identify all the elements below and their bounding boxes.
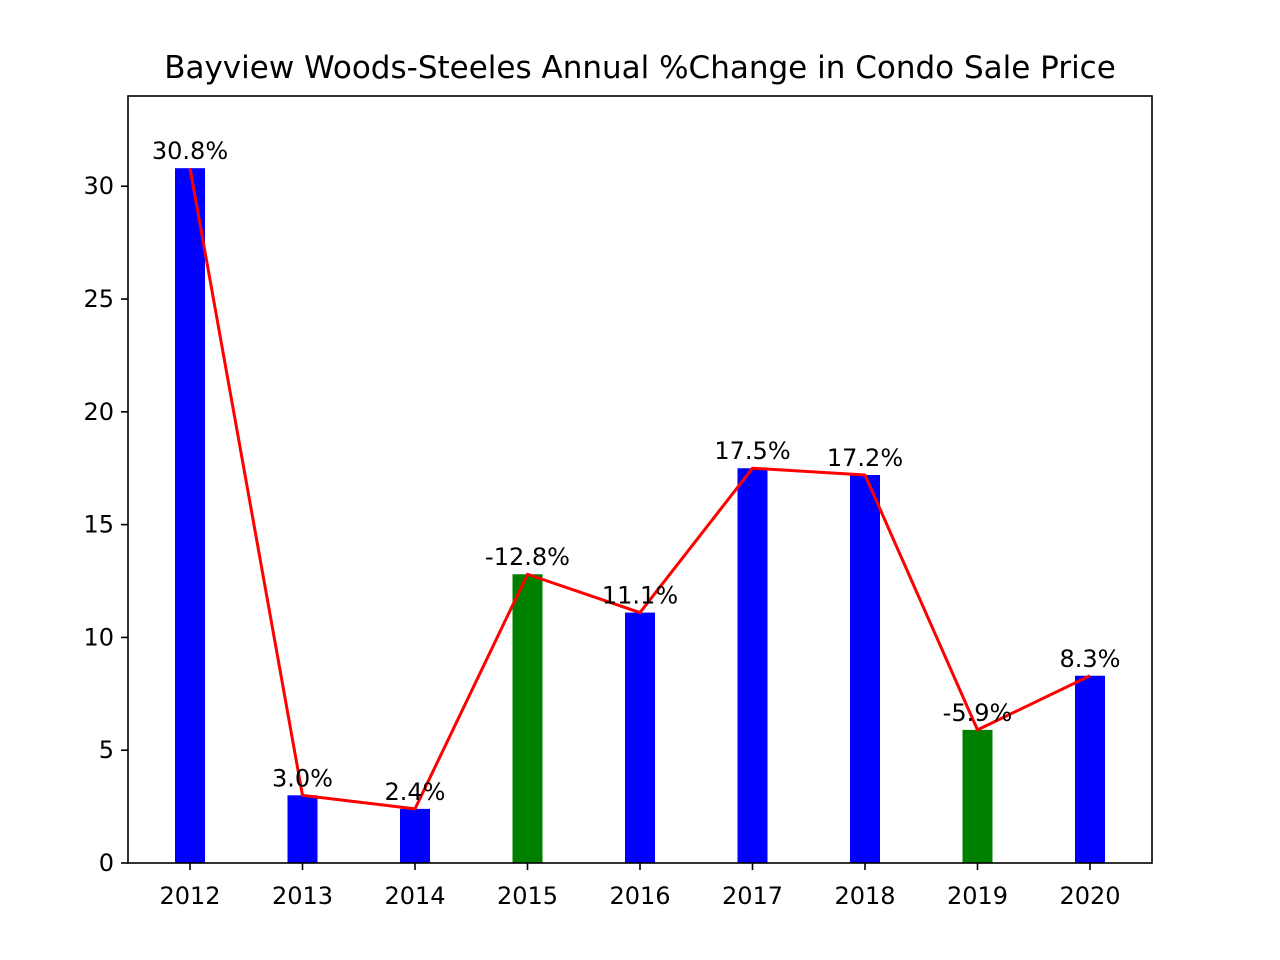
bar-2014 (400, 808, 430, 863)
data-label-2014: 2.4% (385, 778, 446, 806)
trend-line (188, 167, 1091, 811)
y-tick-label: 25 (83, 285, 114, 313)
trend-line-layer (188, 167, 1091, 811)
bar-2013 (287, 795, 318, 863)
y-tick-label: 5 (99, 736, 114, 764)
x-tick-label: 2016 (609, 882, 670, 910)
bar-2017 (737, 468, 768, 863)
x-tick-label: 2014 (384, 882, 445, 910)
bar-2012 (175, 168, 205, 863)
x-tick-label: 2012 (159, 882, 220, 910)
bar-2015 (512, 574, 543, 863)
bars-layer (175, 168, 1105, 863)
y-tick-label: 10 (83, 623, 114, 651)
data-label-2016: 11.1% (602, 582, 678, 610)
x-tick-label: 2018 (834, 882, 895, 910)
data-labels-layer: 30.8% 3.0% 2.4% -12.8% 11.1% 17.5% 17.2% -5.9% 8… (152, 137, 1121, 806)
data-label-2019: -5.9% (943, 699, 1013, 727)
bar-2020 (1075, 675, 1105, 863)
data-label-2013: 3.0% (272, 764, 333, 792)
data-label-2020: 8.3% (1060, 645, 1121, 673)
y-tick-label: 30 (83, 172, 114, 200)
x-axis: 2012 2013 2014 2015 2016 2017 2018 2019 2020 (159, 863, 1121, 910)
data-label-2012: 30.8% (152, 137, 228, 165)
data-label-2015: -12.8% (485, 543, 570, 571)
y-axis: 0 5 10 15 20 25 30 (83, 172, 128, 877)
bar-2016 (625, 612, 655, 863)
y-tick-label: 20 (83, 398, 114, 426)
chart-title: Bayview Woods-Steeles Annual %Change in … (164, 50, 1116, 86)
plot-frame (127, 95, 1153, 864)
x-tick-label: 2013 (272, 882, 333, 910)
data-label-2017: 17.5% (714, 437, 790, 465)
x-tick-label: 2017 (722, 882, 783, 910)
x-tick-label: 2020 (1059, 882, 1120, 910)
y-tick-label: 0 (99, 849, 114, 877)
data-label-2018: 17.2% (827, 444, 903, 472)
bar-2018 (850, 474, 880, 863)
y-tick-label: 15 (83, 511, 114, 539)
x-tick-label: 2015 (497, 882, 558, 910)
x-tick-label: 2019 (947, 882, 1008, 910)
bar-2019 (962, 729, 993, 863)
